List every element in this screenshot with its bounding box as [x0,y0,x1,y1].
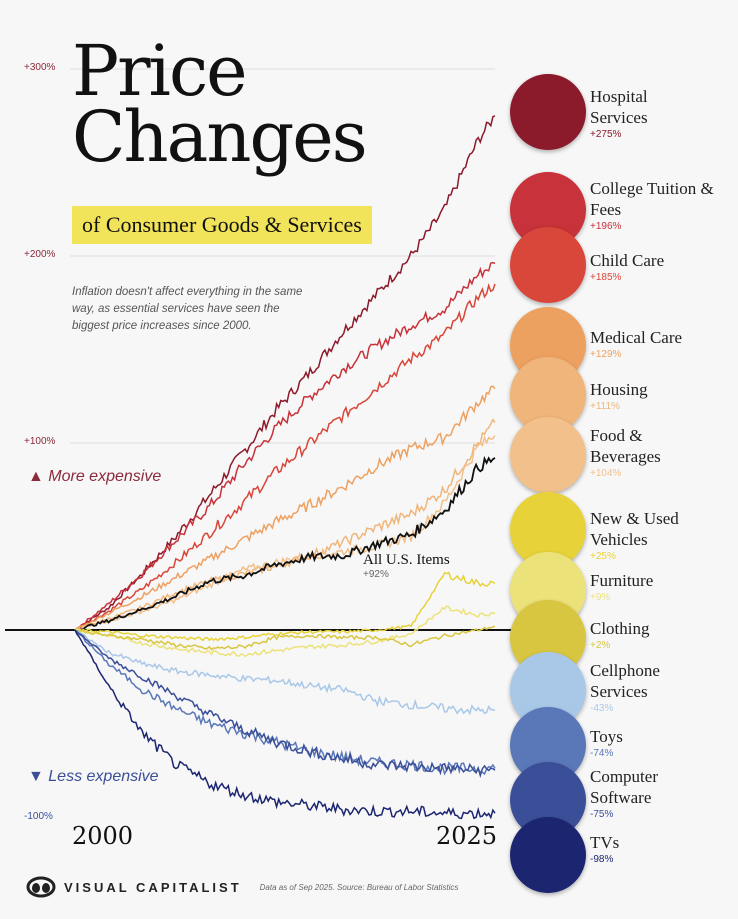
category-percent: -74% [590,748,614,759]
y-tick: -100% [24,811,53,822]
page-title: Price Changes [72,30,368,178]
description: Inflation doesn't affect everything in t… [72,286,303,332]
series-line-tvs [74,629,496,820]
series-line-clothing [74,625,496,651]
category-percent: +275% [590,129,622,140]
category-label: College Tuition & Fees +196% [590,178,730,233]
category-name: Child Care [590,251,665,270]
all-items-label: All U.S. Items +92% [363,552,450,580]
series-line-child-care [74,283,496,631]
category-percent: -98% [590,854,614,865]
category-percent: +185% [590,272,622,283]
category-label: Computer Software -75% [590,766,730,821]
category-name: Food & Beverages [590,426,661,466]
category-image-hospital-services [510,74,586,150]
category-label: Clothing +2% [590,618,730,652]
x-tick-2025: 2025 [436,822,498,850]
y-tick: +200% [24,249,56,260]
category-label: New & Used Vehicles +25% [590,508,730,563]
less-expensive-label: ▼ Less expensive [28,768,159,785]
category-name: Furniture [590,571,654,590]
brand-name: VISUAL CAPITALIST [64,879,242,895]
category-label: Cellphone Services -43% [590,660,730,715]
category-label: Toys -74% [590,726,730,760]
category-name: Medical Care [590,328,683,347]
category-label: TVs -98% [590,832,730,866]
series-line-computer-software [74,629,496,779]
x-tick-2000: 2000 [72,822,134,850]
category-percent: -43% [590,703,614,714]
category-percent: +111% [590,401,620,412]
category-name: Housing [590,380,648,399]
category-label: Housing +111% [590,379,730,413]
category-percent: -75% [590,809,614,820]
subtitle: of Consumer Goods & Services [72,206,372,244]
category-label: Food & Beverages +104% [590,425,730,480]
category-name: TVs [590,833,620,852]
category-percent: +104% [590,468,622,479]
category-label: Furniture +9% [590,570,730,604]
series-line-hospital-services [74,115,496,631]
category-percent: +2% [590,640,611,651]
series-line-cellphone-services [74,629,496,716]
y-tick: +300% [24,62,56,73]
category-name: New & Used Vehicles [590,509,679,549]
category-percent: +25% [590,551,616,562]
category-label: Hospital Services +275% [590,86,730,141]
category-name: Cellphone Services [590,661,660,701]
series-line-housing [74,418,496,631]
category-name: Toys [590,727,623,746]
series-line-all-u-s-items [74,455,496,632]
footer: VISUAL CAPITALIST Data as of Sep 2025. S… [26,876,458,898]
series-line-new-used-vehicles [74,571,496,642]
category-percent: +129% [590,349,622,360]
series-line-toys [74,629,496,776]
category-image-child-care [510,227,586,303]
category-percent: +196% [590,221,622,232]
category-label: Child Care +185% [590,250,730,284]
category-label: Medical Care +129% [590,327,730,361]
visual-capitalist-logo-icon [26,876,56,898]
category-image-food-beverages [510,417,586,493]
series-line-medical-care [74,385,496,631]
category-name: Computer Software [590,767,658,807]
series-line-college-tuition-fees [74,261,496,631]
category-image-tvs [510,817,586,893]
series-line-furniture [74,604,496,658]
category-name: Clothing [590,619,650,638]
more-expensive-label: ▲ More expensive [28,468,162,485]
y-tick: +100% [24,436,56,447]
category-name: Hospital Services [590,87,648,127]
category-name: College Tuition & Fees [590,179,714,219]
category-percent: +9% [590,592,611,603]
source-note: Data as of Sep 2025. Source: Bureau of L… [259,882,459,892]
